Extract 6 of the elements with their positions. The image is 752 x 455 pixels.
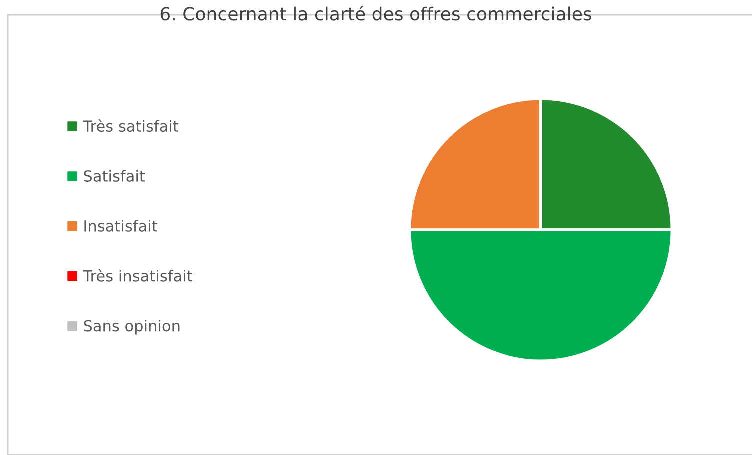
- legend-label: Satisfait: [84, 170, 146, 182]
- legend-label: Sans opinion: [84, 320, 180, 335]
- legend-label: Très satisfait: [83, 120, 179, 132]
- chart-title: 6. Concernant la clarté des offres commerciales: [160, 6, 592, 21]
- legend-label: Insatisfait: [84, 220, 158, 232]
- legend-label: Très insatisfait: [83, 269, 192, 282]
